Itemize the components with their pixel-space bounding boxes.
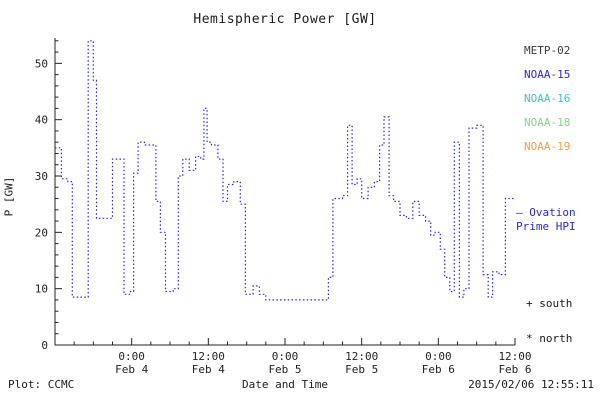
svg-text:40: 40	[35, 114, 48, 127]
ovation-line2: Prime HPI	[516, 220, 576, 233]
svg-text:0:00: 0:00	[272, 350, 299, 363]
plot-source-label: Plot: CCMC	[8, 378, 75, 391]
svg-text:Feb 5: Feb 5	[345, 363, 378, 376]
svg-text:20: 20	[35, 226, 48, 239]
legend-metp-02: METP-02	[524, 44, 571, 57]
svg-text:Feb 5: Feb 5	[268, 363, 301, 376]
legend-noaa-19: NOAA-19	[524, 140, 571, 153]
south-marker-legend: + south	[526, 297, 573, 310]
ovation-line1: — Ovation	[516, 206, 576, 219]
svg-text:Feb 4: Feb 4	[115, 363, 148, 376]
svg-text:10: 10	[35, 283, 48, 296]
svg-text:Feb 4: Feb 4	[192, 363, 225, 376]
satellite-legend: METP-02 NOAA-15 NOAA-16 NOAA-18 NOAA-19	[524, 44, 570, 153]
svg-text:12:00: 12:00	[192, 350, 225, 363]
svg-text:0: 0	[41, 339, 48, 352]
svg-text:12:00: 12:00	[345, 350, 378, 363]
svg-text:12:00: 12:00	[498, 350, 531, 363]
chart-title: Hemispheric Power [GW]	[193, 12, 377, 27]
svg-text:0:00: 0:00	[425, 350, 452, 363]
legend-noaa-16: NOAA-16	[524, 92, 571, 105]
svg-text:Feb 6: Feb 6	[422, 363, 455, 376]
svg-text:0:00: 0:00	[118, 350, 145, 363]
ovation-prime-hpi-label: — Ovation Prime HPI	[516, 206, 600, 234]
legend-noaa-18: NOAA-18	[524, 116, 571, 129]
north-marker-legend: * north	[526, 332, 573, 345]
svg-text:Feb 6: Feb 6	[498, 363, 531, 376]
x-axis-label: Date and Time	[241, 378, 329, 391]
svg-text:30: 30	[35, 170, 48, 183]
svg-text:50: 50	[35, 57, 48, 70]
timestamp: 2015/02/06 12:55:11	[468, 378, 594, 391]
legend-noaa-15: NOAA-15	[524, 68, 571, 81]
